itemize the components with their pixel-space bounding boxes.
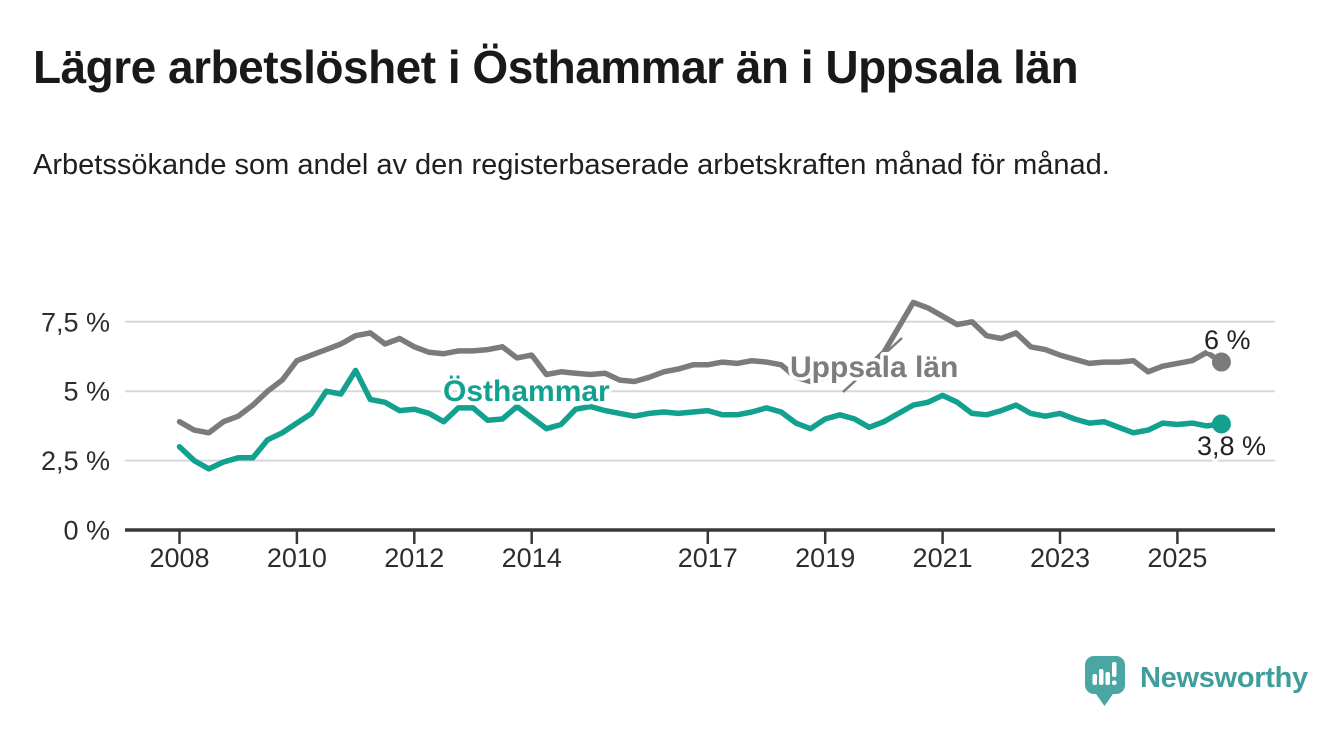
x-axis-tick-label: 2017 [678, 543, 738, 573]
x-axis-tick-label: 2023 [1030, 543, 1090, 573]
newsworthy-logo-icon [1085, 656, 1125, 706]
x-axis-tick-label: 2021 [913, 543, 973, 573]
series-line-uppsala [176, 299, 1225, 436]
bar-chart-bar-medium [1105, 672, 1110, 685]
gridlines: 0 % 2,5 % 5 % 7,5 % [41, 307, 1275, 546]
uppsala-label-leader-line [842, 337, 903, 393]
series-end-dot-osthammar [1211, 414, 1231, 434]
speech-bubble-shape [1085, 656, 1125, 706]
x-axis-tick-label: 2019 [795, 543, 855, 573]
x-axis-tick-label: 2012 [384, 543, 444, 573]
x-axis-tick-label: 2010 [267, 543, 327, 573]
exclamation-bar [1112, 662, 1117, 677]
series-lines [176, 299, 1231, 472]
x-axis-tick-label: 2008 [149, 543, 209, 573]
series-label-osthammar: Östhammar [443, 375, 610, 408]
page-subtitle: Arbetssökande som andel av den registerb… [33, 149, 1110, 181]
end-value-label-osthammar: 3,8 % [1197, 431, 1266, 461]
x-axis-tick-label: 2014 [502, 543, 562, 573]
series-label-uppsala: Uppsala län [790, 351, 958, 384]
series-end-dot-uppsala [1211, 352, 1231, 372]
bar-chart-bar-small [1092, 674, 1097, 685]
page-title: Lägre arbetslöshet i Östhammar än i Upps… [33, 41, 1079, 93]
newsworthy-logo-text: Newsworthy [1140, 662, 1308, 694]
annotations: Östhammar Uppsala län 6 % 3,8 % [440, 322, 1270, 464]
bar-chart-bar-tall [1099, 669, 1104, 685]
x-axis-tick-label: 2025 [1147, 543, 1207, 573]
line-chart: 0 % 2,5 % 5 % 7,5 % 2008 2010 2012 2014 2017 201… [41, 299, 1275, 573]
series-line-osthammar [176, 367, 1225, 472]
y-axis-tick-label: 0 % [63, 516, 110, 546]
exclamation-dot [1112, 680, 1117, 685]
y-axis-tick-label: 5 % [63, 377, 110, 407]
end-value-label-uppsala: 6 % [1204, 325, 1251, 355]
y-axis-tick-label: 2,5 % [41, 446, 110, 476]
y-axis-tick-label: 7,5 % [41, 307, 110, 337]
x-axis: 2008 2010 2012 2014 2017 2019 2021 2023 2025 [149, 531, 1207, 573]
